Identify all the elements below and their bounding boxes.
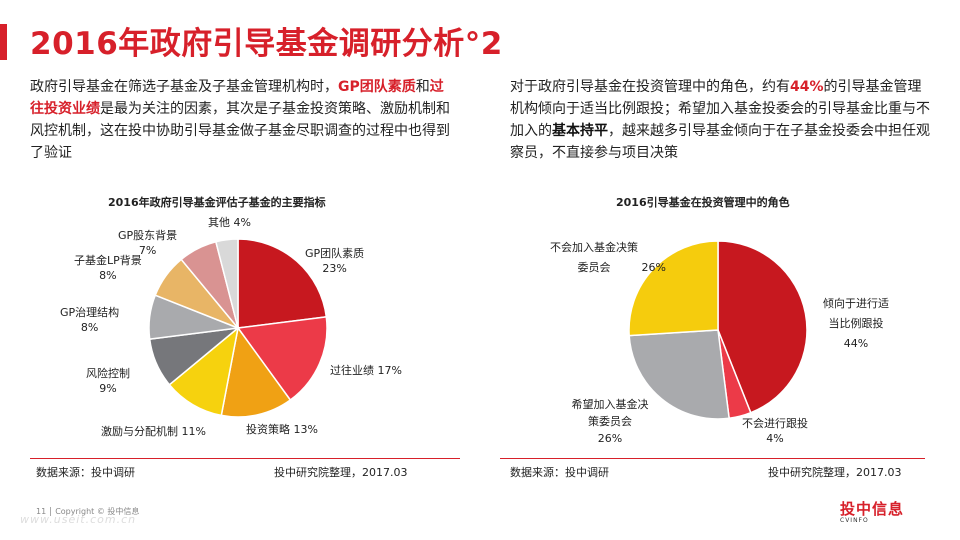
chart1-label-incentive-name: 激励与分配机制	[101, 425, 178, 438]
brand-logo: 投中信息 CVINFO	[840, 498, 920, 528]
right-text-3: ，越来越多引导基金倾向于在子基金投委会中担任观察员，不直接参与项目决策	[510, 123, 930, 161]
chart2-slice-2	[628, 329, 730, 420]
chart1-label-risk-name: 风险控制	[86, 367, 130, 380]
chart2-pie	[628, 240, 808, 420]
chart1-label-governance-name: GP治理结构	[60, 306, 120, 319]
chart2-slice-3	[628, 240, 719, 337]
chart1-label-shareholder: GP股东背景 7%	[118, 228, 177, 258]
chart1-label-past-performance: 过往业绩 17%	[330, 363, 402, 378]
right-highlight-1: 44%	[790, 79, 824, 95]
chart1-label-lp-background-name: 子基金LP背景	[74, 254, 142, 267]
chart1-credit: 投中研究院整理，2017.03	[274, 466, 408, 479]
chart1-label-past-performance-name: 过往业绩	[330, 364, 374, 377]
chart1-label-lp-background: 子基金LP背景 8%	[74, 253, 142, 283]
page-number: 11	[36, 507, 47, 516]
chart2-label-no-co-invest-value: 4%	[766, 432, 784, 445]
chart2-label-co-invest: 倾向于进行适当比例跟投 44%	[818, 294, 894, 354]
chart1-slice-0	[237, 238, 328, 329]
watermark: www.useit.com.cn	[20, 513, 137, 526]
right-highlight-2: 基本持平	[552, 123, 608, 139]
chart2-label-not-join-committee-name: 不会加入基金决策委员会	[550, 241, 638, 274]
left-text-1: 政府引导基金在筛选子基金及子基金管理机构时，	[30, 79, 338, 95]
chart2-credit: 投中研究院整理，2017.03	[768, 466, 902, 479]
chart1-label-governance-value: 8%	[80, 321, 99, 334]
chart1-label-strategy-value: 13%	[293, 423, 318, 436]
chart2-label-join-committee-name: 希望加入基金决策委员会	[571, 398, 649, 428]
chart1-label-governance: GP治理结构 8%	[60, 305, 119, 335]
chart1-source-rule	[30, 458, 460, 459]
chart2-label-co-invest-value: 44%	[843, 337, 869, 350]
chart1-label-gp-team-name: GP团队素质	[305, 247, 365, 260]
chart1-pie	[148, 238, 328, 418]
left-highlight-1: GP团队素质	[338, 79, 416, 95]
chart1-label-risk-value: 9%	[99, 382, 117, 395]
chart2-label-not-join-committee: 不会加入基金决策委员会 26%	[550, 238, 666, 278]
chart2-source: 数据来源：投中调研	[510, 466, 609, 479]
right-text-1: 对于政府引导基金在投资管理中的角色，约有	[510, 79, 790, 95]
chart1-label-gp-team: GP团队素质 23%	[305, 246, 364, 276]
footer: 11 Copyright © 投中信息	[36, 506, 139, 517]
left-highlight-2: 过往投资业绩	[30, 79, 444, 117]
chart1-slice-8	[214, 238, 239, 329]
chart1-label-incentive: 激励与分配机制 11%	[101, 424, 206, 439]
chart1-label-strategy-name: 投资策略	[246, 423, 290, 436]
chart1-slice-1	[236, 316, 328, 402]
chart2-label-no-co-invest-name: 不会进行跟投	[742, 417, 808, 430]
chart1-label-shareholder-value: 7%	[138, 244, 157, 257]
brand-logo-name: 投中信息	[840, 500, 905, 518]
page-title: 2016年政府引导基金调研分析°2	[30, 26, 503, 62]
chart2-label-join-committee: 希望加入基金决策委员会 26%	[570, 396, 650, 447]
chart1-label-lp-background-value: 8%	[99, 269, 117, 282]
chart1-slice-2	[220, 326, 292, 418]
left-description: 政府引导基金在筛选子基金及子基金管理机构时，GP团队素质和过往投资业绩是最为关注…	[30, 76, 455, 164]
right-text-2: 的引导基金管理机构倾向于适当比例跟投；希望加入基金投委会的引导基金比重与不加入的	[510, 79, 930, 139]
copyright: Copyright © 投中信息	[55, 507, 140, 516]
chart2-source-rule	[500, 458, 925, 459]
chart1-label-other: 其他 4%	[208, 215, 251, 230]
chart2-label-join-committee-value: 26%	[597, 432, 623, 445]
chart1-label-other-value: 4%	[233, 216, 251, 229]
chart1-label-gp-team-value: 23%	[322, 262, 347, 275]
title-accent-bar	[0, 24, 7, 60]
chart1-label-incentive-value: 11%	[181, 425, 206, 438]
chart1-label-strategy: 投资策略 13%	[246, 422, 318, 437]
chart1-label-risk: 风险控制 9%	[86, 366, 130, 396]
left-text-2: 和	[415, 79, 430, 95]
chart2-label-not-join-committee-value: 26%	[641, 261, 666, 274]
chart1-label-past-performance-value: 17%	[377, 364, 402, 377]
left-text-3: 是最为关注的因素，其次是子基金投资策略、激励机制和风控机制，这在投中协助引导基金…	[30, 101, 450, 161]
brand-logo-sub: CVINFO	[840, 517, 869, 524]
chart2-slice-0	[717, 240, 808, 414]
chart2-label-no-co-invest: 不会进行跟投 4%	[742, 416, 808, 446]
chart2-label-co-invest-name: 倾向于进行适当比例跟投	[823, 297, 889, 330]
chart1-source: 数据来源：投中调研	[36, 466, 135, 479]
chart1-title: 2016年政府引导基金评估子基金的主要指标	[108, 196, 326, 209]
chart1-label-shareholder-name: GP股东背景	[118, 229, 178, 242]
right-description: 对于政府引导基金在投资管理中的角色，约有44%的引导基金管理机构倾向于适当比例跟…	[510, 76, 935, 164]
chart1-label-other-name: 其他	[208, 216, 230, 229]
chart2-title: 2016引导基金在投资管理中的角色	[616, 196, 790, 209]
footer-separator	[50, 507, 52, 516]
